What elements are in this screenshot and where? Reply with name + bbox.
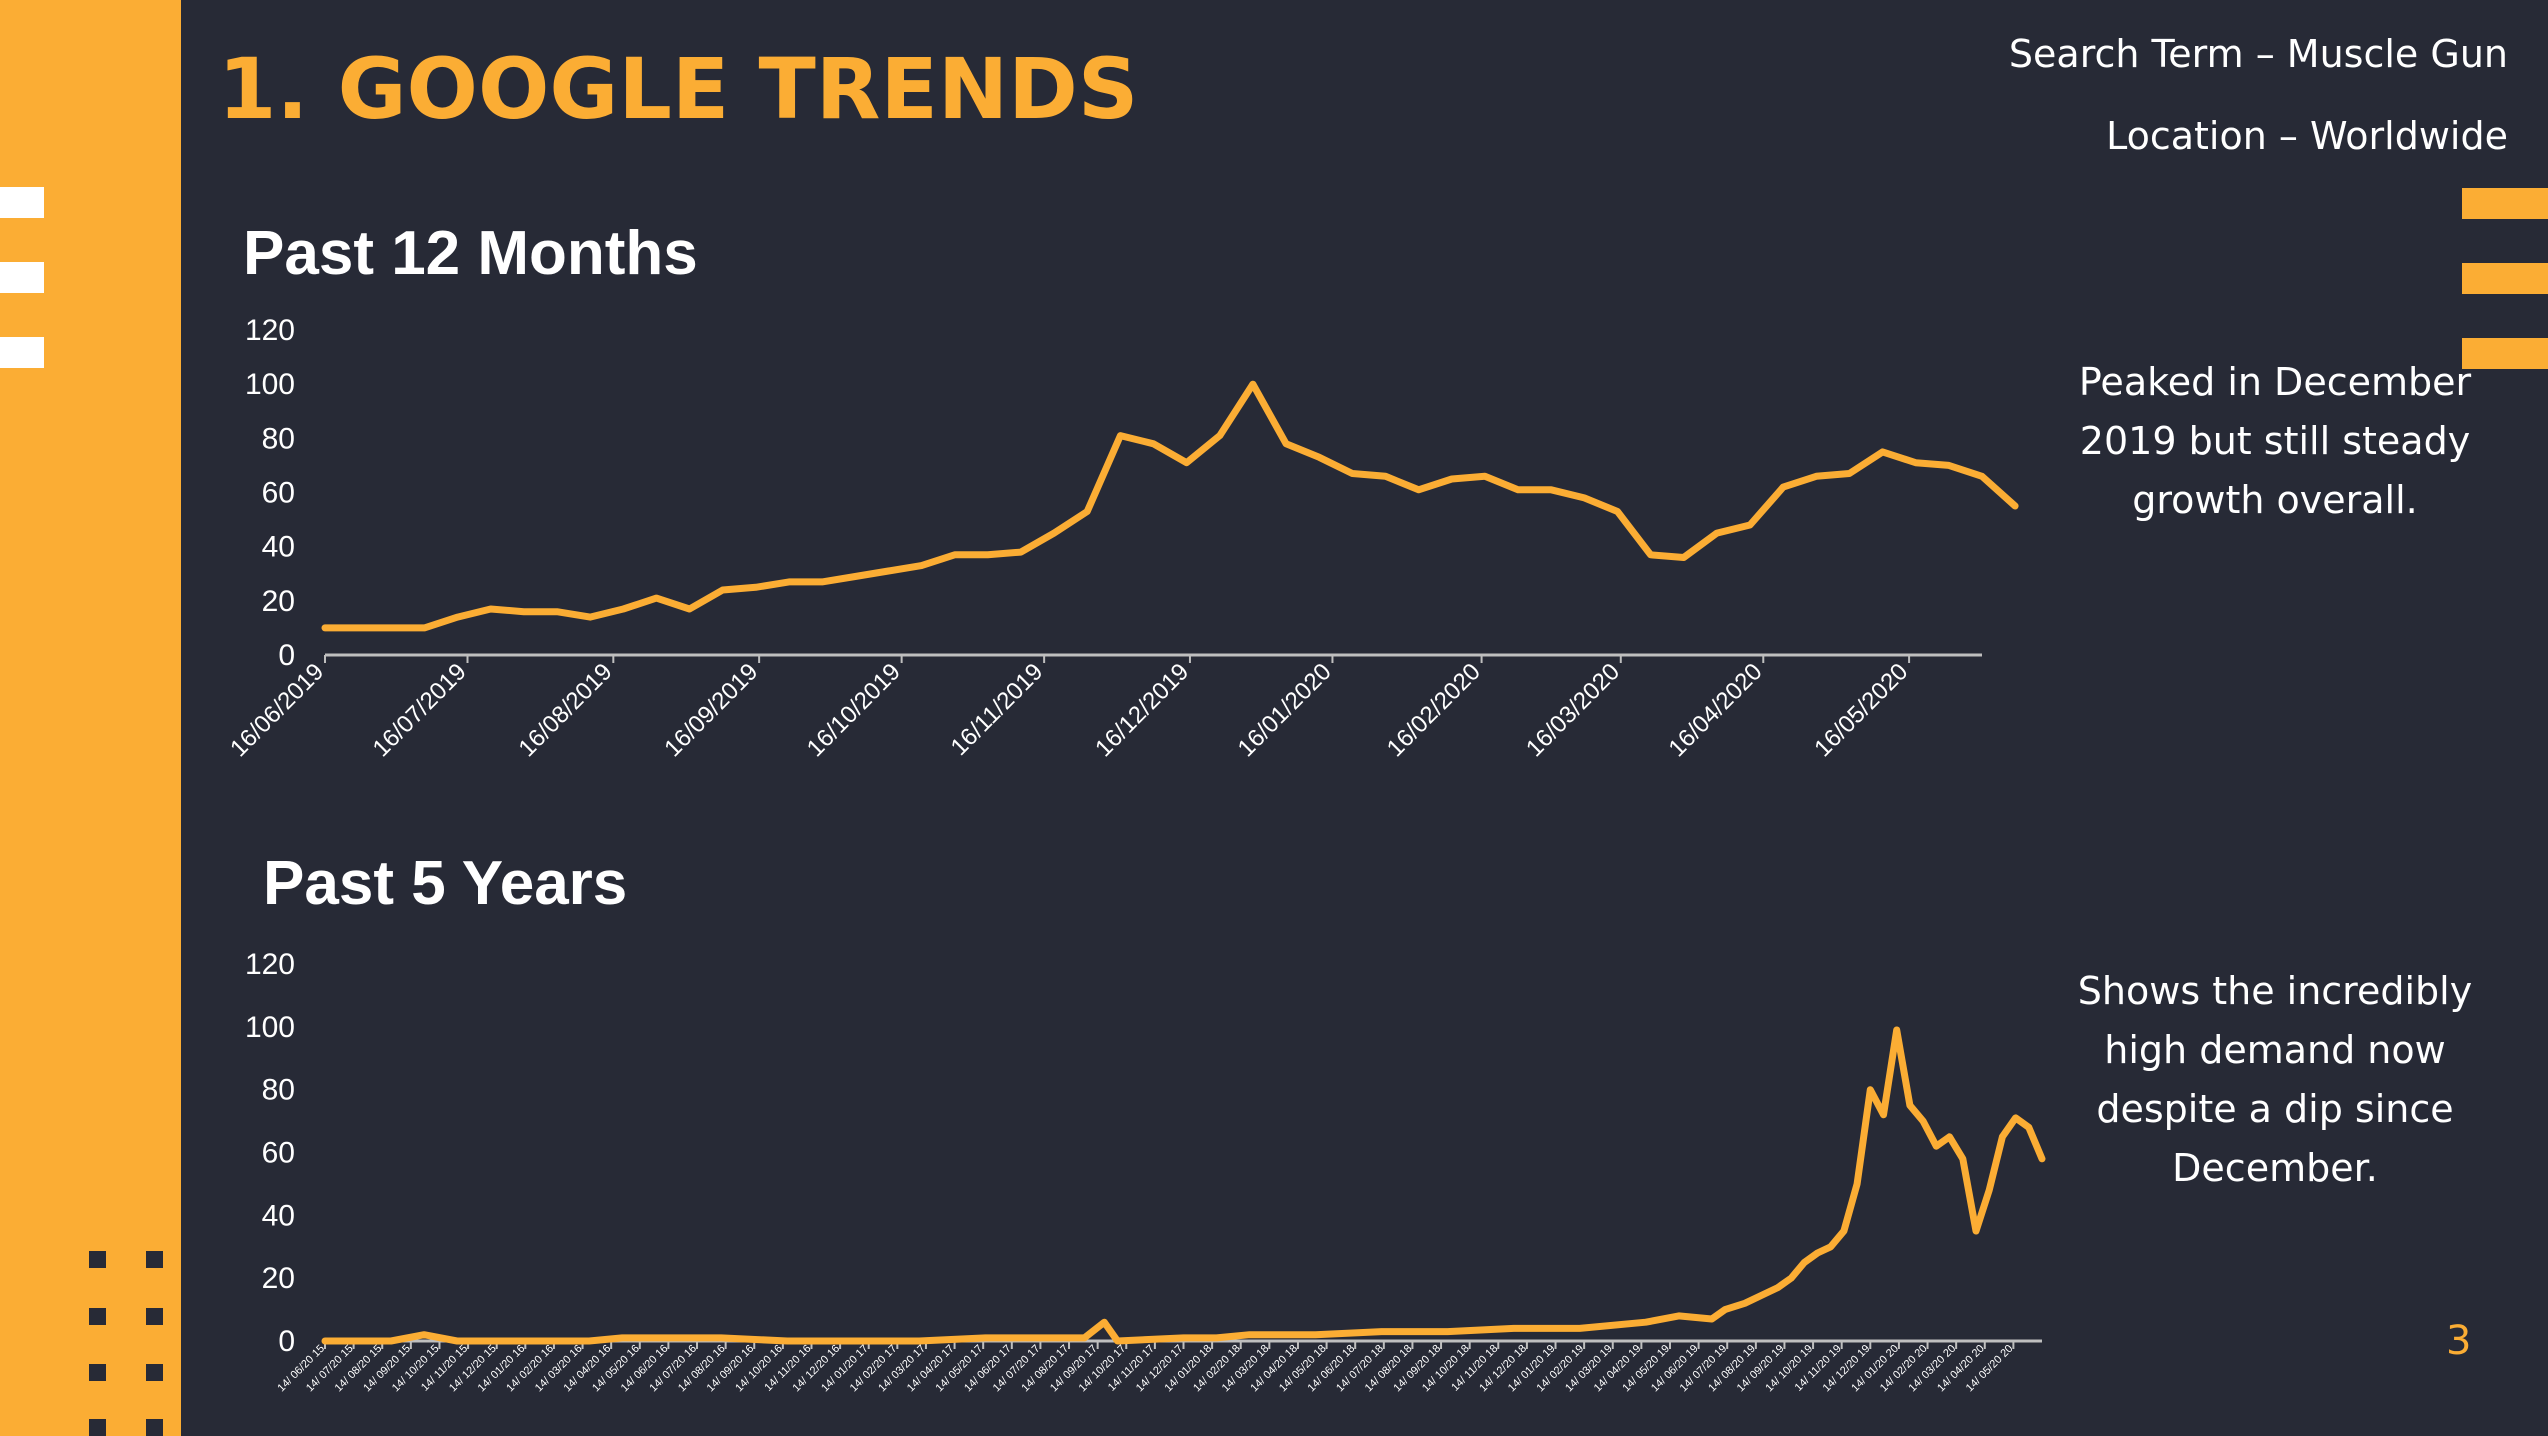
y-tick-label: 0 — [278, 1325, 295, 1358]
dot-decoration — [146, 1419, 163, 1436]
y-tick-label: 60 — [262, 477, 295, 510]
x-tick-label: 16/02/2020 — [1382, 658, 1486, 762]
x-tick-label: 16/04/2020 — [1663, 658, 1767, 762]
series-line — [321, 380, 2019, 632]
x-tick-label: 16/09/2019 — [659, 658, 763, 762]
left-accent-band — [0, 0, 181, 1436]
right-stripe-decoration — [2462, 188, 2548, 219]
right-stripe-decoration — [2462, 263, 2548, 294]
y-tick-label: 40 — [262, 1199, 295, 1232]
y-tick-label: 40 — [262, 531, 295, 564]
chart-0: 0 20 40 60 80 100 120 16/06/2019 16/07/2019 16/08… — [225, 314, 2019, 762]
x-tick-label: 16/10/2019 — [802, 658, 906, 762]
y-tick-label: 20 — [262, 585, 295, 618]
right-stripe-decoration — [2462, 338, 2548, 369]
x-tick-label: 16/12/2019 — [1090, 658, 1194, 762]
chart-5-years-note: Shows the incredibly high demand now des… — [2077, 969, 2473, 1190]
dot-decoration — [146, 1251, 163, 1268]
x-tick-label: 16/11/2019 — [946, 658, 1049, 761]
x-tick-label: 16/06/2019 — [225, 658, 329, 762]
left-stripe-decoration — [0, 337, 44, 368]
x-tick-label: 16/05/2020 — [1809, 658, 1913, 762]
dot-decoration — [146, 1364, 163, 1381]
x-tick-label: 16/01/2020 — [1233, 658, 1337, 762]
y-tick-label: 120 — [245, 314, 295, 347]
y-tick-label: 100 — [245, 368, 295, 401]
chart-12-months-heading: Past 12 Months — [243, 219, 698, 288]
x-tick-label: 16/07/2019 — [368, 658, 472, 762]
dot-decoration — [146, 1308, 163, 1325]
x-tick-label: 16/08/2019 — [514, 658, 618, 762]
series-line — [321, 1026, 2046, 1345]
page-number: 3 — [2446, 1318, 2472, 1364]
y-tick-label: 20 — [262, 1262, 295, 1295]
chart-5-years-heading: Past 5 Years — [263, 849, 628, 918]
y-tick-label: 80 — [262, 1074, 295, 1107]
search-term-label: Search Term – Muscle Gun — [2008, 32, 2508, 76]
dot-decoration — [89, 1419, 106, 1436]
dot-decoration — [89, 1251, 106, 1268]
y-tick-label: 100 — [245, 1011, 295, 1044]
y-tick-label: 120 — [245, 948, 295, 981]
dot-decoration — [89, 1364, 106, 1381]
y-tick-label: 0 — [278, 639, 295, 672]
slide-title: 1. GOOGLE TRENDS — [218, 40, 1139, 138]
left-stripe-decoration — [0, 187, 44, 218]
location-label: Location – Worldwide — [2106, 114, 2508, 158]
y-tick-label: 80 — [262, 422, 295, 455]
x-tick-label: 16/03/2020 — [1521, 658, 1625, 762]
chart-12-months-note: Peaked in December 2019 but still steady… — [2078, 360, 2472, 522]
y-tick-label: 60 — [262, 1137, 295, 1170]
left-stripe-decoration — [0, 262, 44, 293]
dot-decoration — [89, 1308, 106, 1325]
